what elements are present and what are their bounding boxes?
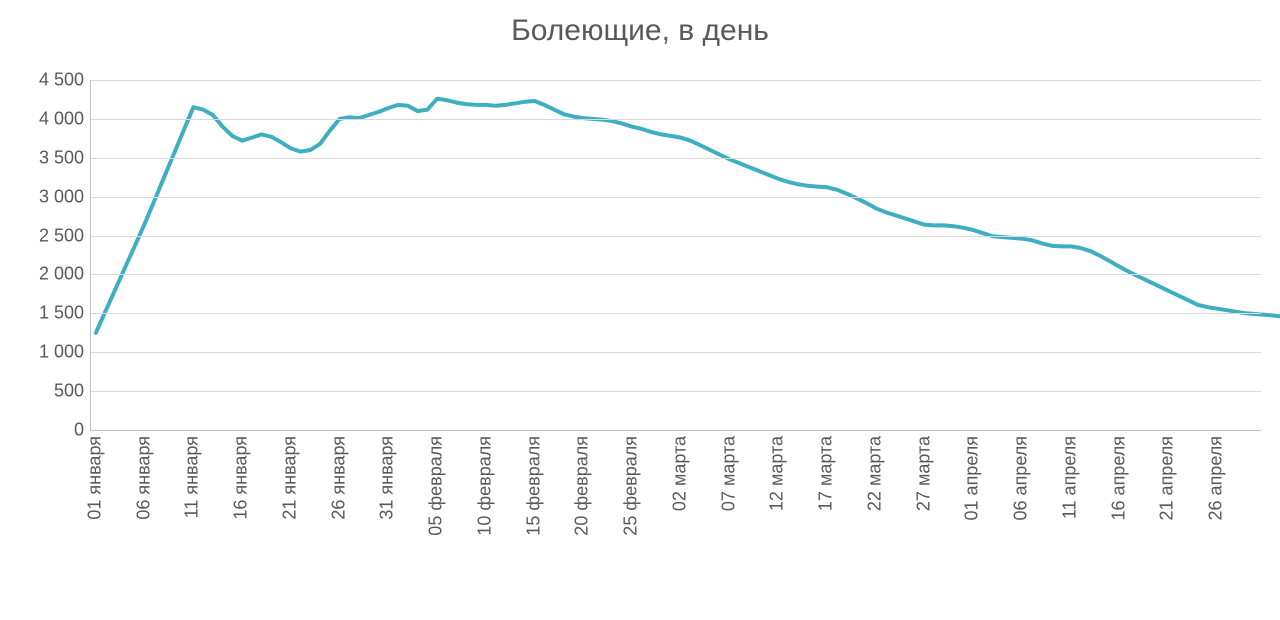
data-line <box>96 99 1280 333</box>
y-axis-label: 2 500 <box>39 225 84 246</box>
x-axis-label: 26 апреля <box>1206 436 1227 520</box>
x-axis-label: 02 марта <box>669 436 690 511</box>
x-axis-label: 15 февраля <box>523 436 544 536</box>
x-axis-label: 21 января <box>279 436 300 520</box>
x-axis-label: 16 апреля <box>1108 436 1129 520</box>
gridline <box>91 80 1261 81</box>
chart-container: Болеющие, в день 0 500 1 000 1 500 2 000 2 50… <box>0 0 1280 620</box>
line-series <box>91 80 1261 430</box>
y-axis-label: 4 000 <box>39 108 84 129</box>
x-axis-label: 07 марта <box>718 436 739 511</box>
x-axis-label: 05 февраля <box>426 436 447 536</box>
x-axis-label: 01 апреля <box>962 436 983 520</box>
chart-title: Болеющие, в день <box>0 14 1280 48</box>
x-axis-label: 11 января <box>182 436 203 518</box>
gridline <box>91 391 1261 392</box>
y-axis-label: 2 000 <box>39 264 84 285</box>
y-axis-label: 3 500 <box>39 147 84 168</box>
y-axis-label: 3 000 <box>39 186 84 207</box>
x-axis-label: 26 января <box>328 436 349 520</box>
x-axis-label: 06 апреля <box>1011 436 1032 520</box>
y-axis-label: 4 500 <box>39 70 84 91</box>
x-axis-label: 27 марта <box>913 436 934 511</box>
x-axis-label: 06 января <box>133 436 154 520</box>
x-axis-label: 21 апреля <box>1157 436 1178 520</box>
x-axis-label: 31 января <box>377 436 398 520</box>
gridline <box>91 352 1261 353</box>
gridline <box>91 197 1261 198</box>
gridline <box>91 236 1261 237</box>
x-axis-label: 10 февраля <box>474 436 495 536</box>
plot-area <box>90 80 1261 431</box>
x-axis-label: 11 апреля <box>1059 436 1080 519</box>
y-axis-label: 1 000 <box>39 342 84 363</box>
x-axis-label: 17 марта <box>816 436 837 511</box>
x-axis-label: 16 января <box>231 436 252 520</box>
gridline <box>91 119 1261 120</box>
x-axis-label: 22 марта <box>864 436 885 511</box>
y-axis-label: 1 500 <box>39 303 84 324</box>
x-axis-label: 20 февраля <box>572 436 593 536</box>
x-axis-label: 12 марта <box>767 436 788 511</box>
x-axis-label: 01 января <box>84 436 105 520</box>
y-axis-label: 0 <box>74 420 84 441</box>
y-axis-label: 500 <box>54 381 84 402</box>
gridline <box>91 158 1261 159</box>
gridline <box>91 274 1261 275</box>
x-axis-label: 25 февраля <box>621 436 642 536</box>
gridline <box>91 313 1261 314</box>
